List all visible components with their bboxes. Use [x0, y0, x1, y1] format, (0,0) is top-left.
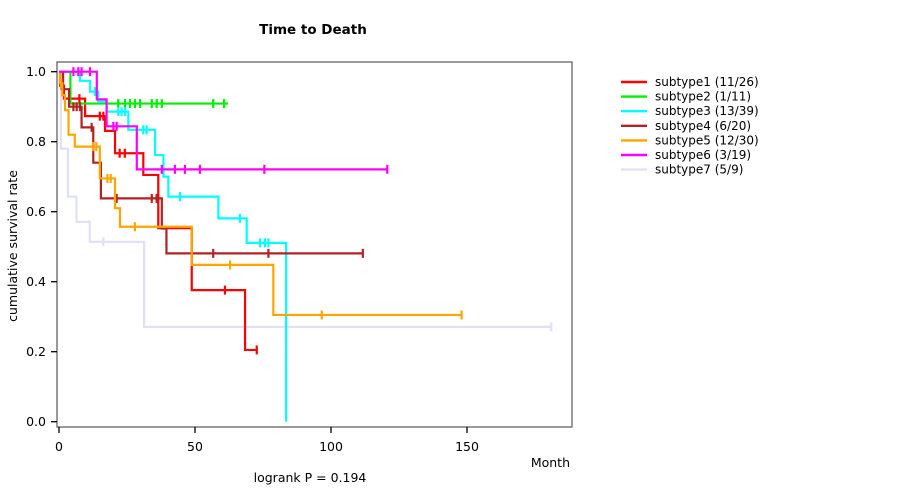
plot-box	[56, 61, 573, 428]
plot-title: Time to Death	[259, 22, 367, 38]
x-tick-label: 100	[319, 439, 343, 454]
legend-item: subtype6 (3/19)	[621, 148, 751, 162]
x-tick-label: 50	[187, 439, 203, 454]
y-tick-label: 0.6	[26, 204, 46, 219]
legend-label: subtype3 (13/39)	[655, 104, 759, 118]
curve-subtype1	[58, 70, 258, 355]
y-tick-label: 0.8	[26, 134, 46, 149]
plot-area	[58, 67, 553, 422]
legend-item: subtype1 (11/26)	[621, 75, 759, 89]
legend-label: subtype4 (6/20)	[655, 119, 751, 133]
legend-item: subtype3 (13/39)	[621, 104, 759, 118]
legend-label: subtype2 (1/11)	[655, 90, 751, 104]
legend-label: subtype6 (3/19)	[655, 148, 751, 162]
x-tick-label: 150	[455, 439, 479, 454]
y-tick-label: 0.0	[26, 414, 46, 429]
y-axis-label: cumulative survival rate	[5, 170, 20, 322]
survival-curve	[59, 70, 388, 171]
y-tick-label: 0.4	[26, 274, 46, 289]
x-tick-label: 0	[55, 439, 63, 454]
curve-subtype7	[59, 70, 553, 332]
survival-curve	[59, 70, 288, 422]
survival-curve	[58, 70, 462, 317]
legend-item: subtype2 (1/11)	[621, 90, 751, 104]
y-tick-label: 1.0	[26, 64, 46, 79]
curve-subtype5	[58, 70, 463, 320]
legend-label: subtype1 (11/26)	[655, 75, 759, 89]
curve-subtype3	[59, 70, 288, 422]
x-axis-label: Month	[531, 455, 570, 470]
legend-item: subtype4 (6/20)	[621, 119, 751, 133]
survival-curve	[59, 70, 552, 328]
y-tick-label: 0.2	[26, 344, 46, 359]
curve-subtype6	[59, 67, 389, 174]
legend-label: subtype5 (12/30)	[655, 133, 759, 147]
legend: subtype1 (11/26)subtype2 (1/11)subtype3 …	[621, 75, 759, 177]
legend-label: subtype7 (5/9)	[655, 163, 743, 177]
curve-subtype2	[59, 70, 229, 109]
logrank-annotation: logrank P = 0.194	[254, 470, 367, 485]
legend-item: subtype5 (12/30)	[621, 133, 759, 147]
survival-curve	[58, 70, 257, 352]
axes: 0 50 100 150 0.0 0.2 0.4 0.6 0.8 1.0	[26, 61, 573, 454]
legend-item: subtype7 (5/9)	[621, 163, 743, 177]
